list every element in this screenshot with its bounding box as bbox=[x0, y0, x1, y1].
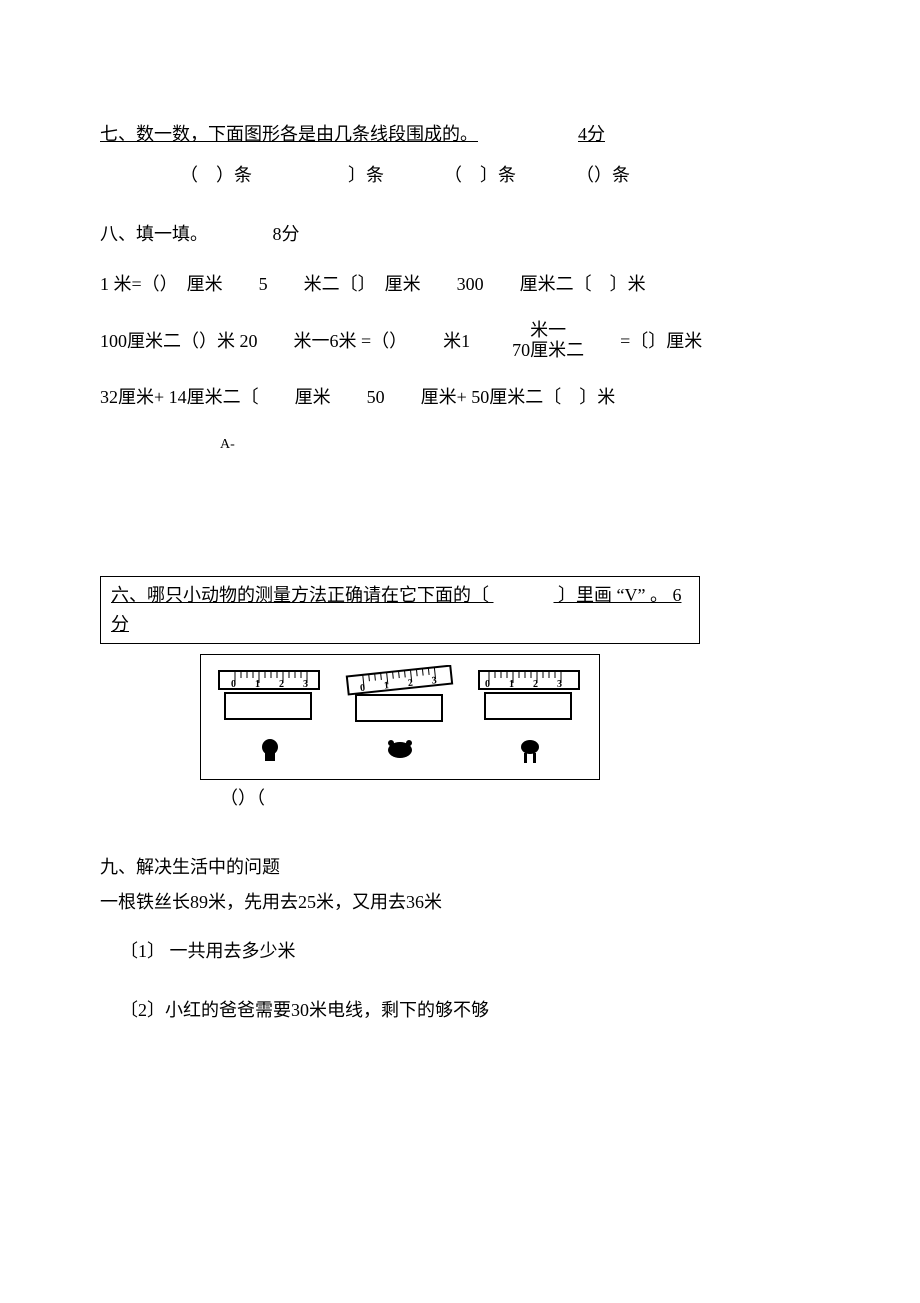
ruler-1-svg: 0 1 2 3 bbox=[215, 665, 325, 725]
q8-r1a: 1 米=（） 厘米 bbox=[100, 270, 223, 299]
section-9-q1: 〔1〕 一共用去多少米 bbox=[120, 937, 820, 966]
ruler-2-svg: 0 1 2 3 bbox=[340, 665, 460, 725]
animal-1-icon bbox=[255, 735, 285, 765]
q8-r2d: 米一 70厘米二 bbox=[512, 321, 584, 361]
section-6-pre: 六、哪只小动物的测量方法正确请在它下面的〔 bbox=[111, 585, 489, 605]
section-7-heading: 七、数一数，下面图形各是由几条线段围成的。 bbox=[100, 120, 478, 149]
svg-text:2: 2 bbox=[533, 679, 538, 690]
section-8-heading: 八、填一填。 bbox=[100, 224, 208, 244]
q8-r3a: 32厘米+ 14厘米二〔 bbox=[100, 383, 259, 412]
q8-r3b: 厘米 bbox=[295, 383, 331, 412]
section-9-premise: 一根铁丝长89米，先用去25米，又用去36米 bbox=[100, 888, 820, 917]
section-8-title: 八、填一填。 8分 bbox=[100, 220, 820, 249]
svg-text:3: 3 bbox=[303, 679, 308, 690]
section-7-blanks: （ ）条 〕条 （ 〕条 （）条 bbox=[180, 161, 820, 190]
q8-r2d-bot: 70厘米二 bbox=[512, 341, 584, 361]
section-7-points: 4分 bbox=[578, 120, 605, 149]
q8-r3d: 厘米+ 50厘米二〔 〕米 bbox=[421, 383, 616, 412]
section-8-points: 8分 bbox=[273, 224, 300, 244]
q8-r1d: 300 bbox=[457, 270, 484, 299]
section-8-grid: 1 米=（） 厘米 5 米二〔〕 厘米 300 厘米二〔 〕米 100厘米二（）… bbox=[100, 270, 820, 411]
q8-r2e: =〔〕厘米 bbox=[620, 327, 702, 356]
animal-2-icon bbox=[383, 735, 417, 761]
ruler-cell-1: 0 1 2 3 bbox=[215, 665, 325, 774]
q8-r2b: 米一6米 =（） bbox=[294, 327, 408, 356]
q8-r2a: 100厘米二（）米 20 bbox=[100, 327, 258, 356]
q8-note: A- bbox=[220, 434, 820, 456]
svg-text:2: 2 bbox=[279, 679, 284, 690]
section-9: 九、解决生活中的问题 一根铁丝长89米，先用去25米，又用去36米 〔1〕 一共… bbox=[100, 853, 820, 1024]
q8-r2d-top: 米一 bbox=[512, 321, 584, 341]
ruler-cell-2: 0 1 2 3 bbox=[340, 665, 460, 770]
section-6-title-box: 六、哪只小动物的测量方法正确请在它下面的〔 〕里画 “V” 。 6分 bbox=[100, 576, 700, 644]
section-9-title: 九、解决生活中的问题 bbox=[100, 853, 820, 882]
animal-3-icon bbox=[515, 735, 545, 765]
blank-1: （ ）条 bbox=[180, 161, 252, 190]
svg-text:0: 0 bbox=[485, 679, 490, 690]
blank-3: （ 〕条 bbox=[444, 161, 516, 190]
q8-r3c: 50 bbox=[367, 383, 385, 412]
section-6-post: 〕里画 bbox=[558, 585, 612, 605]
q8-r2c: 米1 bbox=[443, 327, 470, 356]
svg-text:1: 1 bbox=[255, 679, 260, 690]
svg-text:0: 0 bbox=[231, 679, 236, 690]
svg-text:3: 3 bbox=[557, 679, 562, 690]
q8-r1e: 厘米二〔 〕米 bbox=[520, 270, 646, 299]
ruler-cell-3: 0 1 2 3 bbox=[475, 665, 585, 774]
ruler-3-svg: 0 1 2 3 bbox=[475, 665, 585, 725]
rulers-container: 0 1 2 3 bbox=[200, 654, 600, 781]
ruler-brackets: （）（ bbox=[220, 784, 820, 813]
blank-4: （）条 bbox=[576, 161, 630, 190]
section-6-v: “V” bbox=[617, 585, 646, 605]
blank-2: 〕条 bbox=[312, 161, 384, 190]
section-9-q2: 〔2〕小红的爸爸需要30米电线，剩下的够不够 bbox=[120, 996, 820, 1025]
q8-r1b: 5 bbox=[259, 270, 268, 299]
svg-text:1: 1 bbox=[509, 679, 514, 690]
section-7-title: 七、数一数，下面图形各是由几条线段围成的。 4分 bbox=[100, 120, 820, 151]
q8-r1c: 米二〔〕 厘米 bbox=[304, 270, 421, 299]
